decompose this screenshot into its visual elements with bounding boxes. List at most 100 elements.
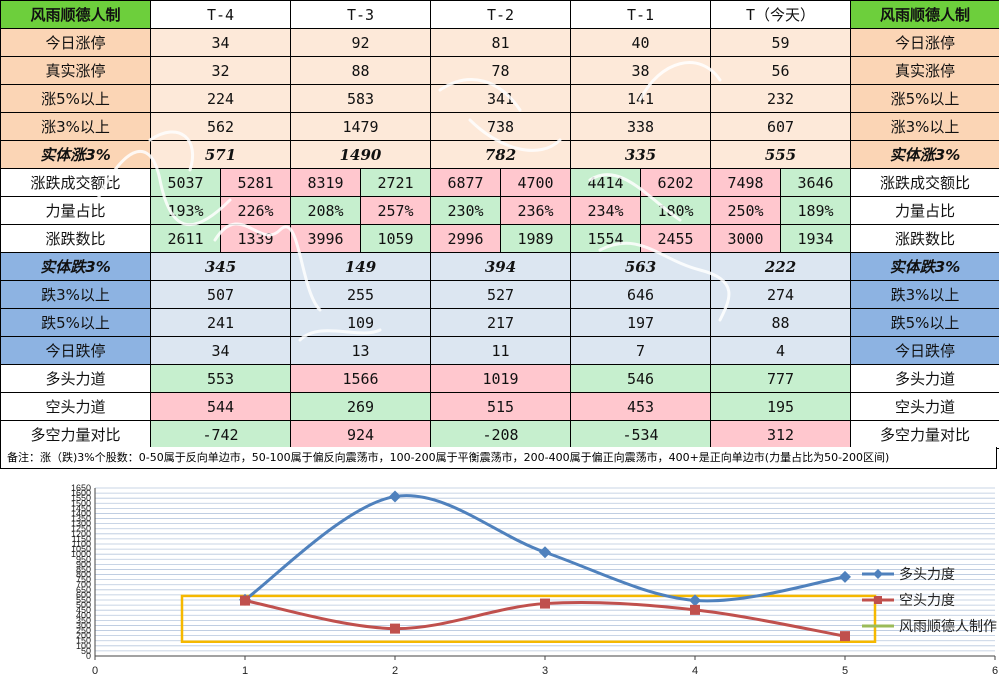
x-tick-label: 6 <box>992 665 998 677</box>
cell-value: 782 <box>430 140 571 169</box>
y-tick-label: 50 <box>81 646 91 656</box>
x-tick-label: 0 <box>92 665 98 677</box>
row-label-right: 跌3%以上 <box>850 280 999 309</box>
cell-value: 38 <box>570 56 711 85</box>
legend-label: 空头力度 <box>899 593 955 609</box>
cell-value: 507 <box>150 280 291 309</box>
data-point <box>540 598 550 609</box>
cell-value: 527 <box>430 280 571 309</box>
cell-value: 515 <box>430 392 571 421</box>
cell-value: 257% <box>360 196 431 225</box>
row-label: 涨5%以上 <box>0 84 151 113</box>
y-tick-label: 150 <box>76 636 91 646</box>
cell-value: 1339 <box>220 224 291 253</box>
cell-value: 197 <box>570 308 711 337</box>
row-label: 今日涨停 <box>0 28 151 57</box>
cell-value: 1019 <box>430 364 571 393</box>
cell-value: 583 <box>290 84 431 113</box>
row-label: 力量占比 <box>0 196 151 225</box>
cell-value: 92 <box>290 28 431 57</box>
cell-value: 3996 <box>290 224 361 253</box>
cell-value: 924 <box>290 420 431 449</box>
cell-value: 738 <box>430 112 571 141</box>
cell-value: -208 <box>430 420 571 449</box>
y-tick-label: 850 <box>76 564 91 574</box>
cell-value: 1989 <box>500 224 571 253</box>
cell-value: 180% <box>640 196 711 225</box>
cell-value: 563 <box>570 252 711 281</box>
y-tick-label: 1250 <box>71 524 91 534</box>
cell-value: 1934 <box>780 224 851 253</box>
row-label: 跌5%以上 <box>0 308 151 337</box>
cell-value: 1554 <box>570 224 641 253</box>
row-label-right: 跌5%以上 <box>850 308 999 337</box>
cell-value: 255 <box>290 280 431 309</box>
market-table: 风雨顺德人制 T-4 T-3 T-2 T-1 T（今天） 风雨顺德人制 今日涨停 34 92 81 4… <box>0 0 999 449</box>
cell-value: 40 <box>570 28 711 57</box>
date-header: T-4 <box>150 0 291 29</box>
data-point <box>839 570 851 583</box>
cell-value: 230% <box>430 196 501 225</box>
table-row: 空头力道 544 269 515 453 195 空头力道 <box>0 392 999 421</box>
data-point <box>390 623 400 634</box>
y-tick-label: 0 <box>86 651 91 661</box>
cell-value: 3646 <box>780 168 851 197</box>
legend-marker <box>874 596 882 604</box>
cell-value: 6877 <box>430 168 501 197</box>
x-tick-label: 2 <box>392 665 398 677</box>
cell-value: 250% <box>710 196 781 225</box>
row-label-right: 涨5%以上 <box>850 84 999 113</box>
cell-value: 2455 <box>640 224 711 253</box>
row-label-right: 今日涨停 <box>850 28 999 57</box>
cell-value: 1566 <box>290 364 431 393</box>
cell-value: 341 <box>430 84 571 113</box>
x-tick-label: 4 <box>692 665 698 677</box>
cell-value: 312 <box>710 420 851 449</box>
y-tick-label: 1300 <box>71 519 91 529</box>
y-tick-label: 800 <box>76 570 91 580</box>
data-point <box>689 594 701 607</box>
highlight-box <box>180 594 877 643</box>
row-label: 涨跌数比 <box>0 224 151 253</box>
table-row: 涨5%以上 224 583 341 141 232 涨5%以上 <box>0 84 999 113</box>
y-tick-label: 1550 <box>71 493 91 503</box>
table-row: 力量占比 193% 226% 208% 257% 230% 236% 234% 180% 250%… <box>0 196 999 225</box>
cell-value: 335 <box>570 140 711 169</box>
cell-value: 78 <box>430 56 571 85</box>
brand-label: 风雨顺德人制 <box>850 0 999 29</box>
table-row: 涨3%以上 562 1479 738 338 607 涨3%以上 <box>0 112 999 141</box>
row-label-right: 涨跌成交额比 <box>850 168 999 197</box>
cell-value: 7498 <box>710 168 781 197</box>
table-row: 跌3%以上 507 255 527 646 274 跌3%以上 <box>0 280 999 309</box>
table-row: 今日跌停 34 13 11 7 4 今日跌停 <box>0 336 999 365</box>
cell-value: 6202 <box>640 168 711 197</box>
cell-value: 8319 <box>290 168 361 197</box>
row-label: 实体涨3% <box>0 140 151 169</box>
data-point <box>690 604 700 615</box>
y-tick-label: 1350 <box>71 514 91 524</box>
y-tick-label: 1000 <box>71 549 91 559</box>
cell-value: 236% <box>500 196 571 225</box>
row-label: 今日跌停 <box>0 336 151 365</box>
date-header: T-1 <box>570 0 711 29</box>
brand-label: 风雨顺德人制 <box>0 0 151 29</box>
x-tick-label: 1 <box>242 665 248 677</box>
cell-value: 224 <box>150 84 291 113</box>
cell-value: 232 <box>710 84 851 113</box>
cell-value: 34 <box>150 336 291 365</box>
y-tick-label: 400 <box>76 610 91 620</box>
cell-value: 5281 <box>220 168 291 197</box>
y-tick-label: 650 <box>76 585 91 595</box>
cell-value: 4 <box>710 336 851 365</box>
row-label-right: 涨跌数比 <box>850 224 999 253</box>
cell-value: 1490 <box>290 140 431 169</box>
cell-value: 2611 <box>150 224 221 253</box>
y-tick-label: 700 <box>76 580 91 590</box>
y-tick-label: 550 <box>76 595 91 605</box>
y-tick-label: 200 <box>76 631 91 641</box>
cell-value: 189% <box>780 196 851 225</box>
cell-value: 338 <box>570 112 711 141</box>
legend-label: 多头力度 <box>899 566 955 583</box>
force-line-chart: 0501001502002503003504004505005506006507… <box>71 483 998 677</box>
